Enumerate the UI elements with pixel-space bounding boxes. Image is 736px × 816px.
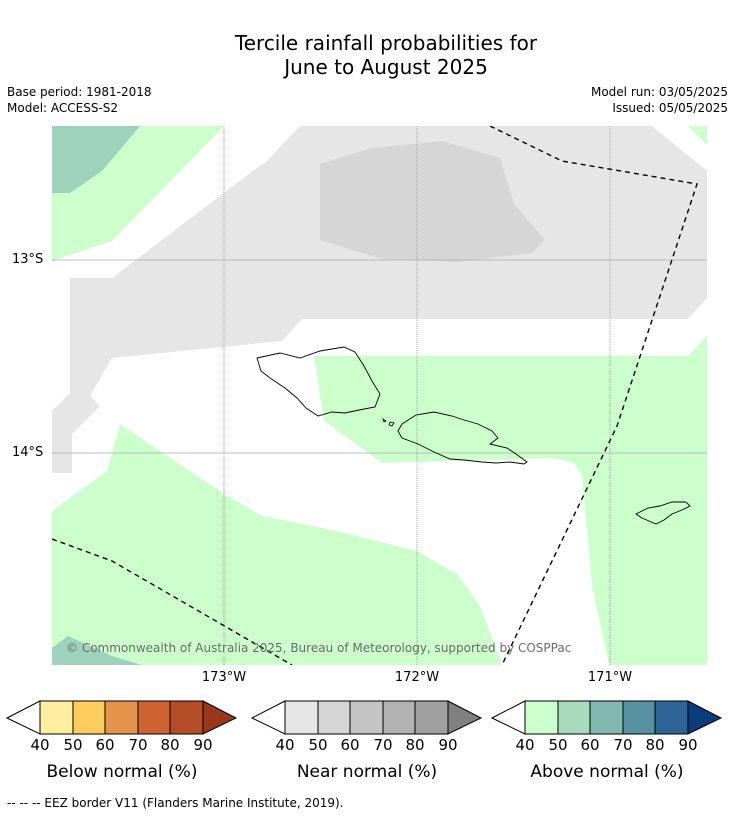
colorbar-below-label: Below normal (%) — [46, 762, 198, 782]
meta-left: Base period: 1981-2018 Model: ACCESS-S2 — [7, 84, 152, 116]
upolu-island — [397, 411, 528, 465]
cbar-below-bin-1 — [39, 700, 74, 735]
cbar-near-bin-5 — [414, 700, 449, 735]
above-normal-60-region-southwest — [52, 636, 142, 665]
cbar-above-bin-0 — [490, 700, 526, 735]
apolima-island — [388, 421, 395, 427]
above-normal-region-east — [314, 336, 707, 665]
above-normal-region-southwest — [52, 424, 502, 665]
cbar-below-bin-4 — [137, 700, 171, 735]
chart-title: Tercile rainfall probabilities for June … — [0, 31, 736, 79]
tick-label: 40 — [275, 736, 295, 754]
meta-right: Model run: 03/05/2025 Issued: 05/05/2025 — [591, 84, 728, 116]
cbar-above-bin-1 — [524, 700, 559, 735]
lat-label-13s: 13°S — [12, 252, 44, 267]
model-run: Model run: 03/05/2025 — [590, 85, 728, 99]
tick-label: 90 — [438, 736, 458, 754]
tick-label: 50 — [63, 736, 83, 754]
tick-label: 90 — [193, 736, 213, 754]
tick-label: 40 — [515, 736, 535, 754]
cbar-near-bin-0 — [250, 700, 286, 735]
colorbar-above-normal-svg — [490, 700, 723, 735]
tick-label: 80 — [160, 736, 180, 754]
tick-label: 40 — [30, 736, 50, 754]
cbar-above-bin-3 — [589, 700, 624, 735]
tick-label: 50 — [308, 736, 328, 754]
tick-label: 70 — [613, 736, 633, 754]
cbar-below-bin-6 — [202, 700, 238, 735]
eez-border-southwest — [52, 538, 293, 665]
base-period: Base period: 1981-2018 — [7, 85, 152, 99]
lat-label-14s: 14°S — [12, 445, 44, 460]
tick-label: 60 — [95, 736, 115, 754]
colorbar-near-label: Near normal (%) — [296, 762, 438, 782]
cbar-above-bin-5 — [654, 700, 689, 735]
cbar-below-bin-2 — [72, 700, 106, 735]
colorbar-below-normal: 40 50 60 70 80 90 Below normal (%) — [5, 700, 238, 782]
cbar-near-bin-6 — [447, 700, 483, 735]
copyright-text: © Commonwealth of Australia 2025, Bureau… — [66, 641, 572, 655]
eez-legend-note: -- -- -- EEZ border V11 (Flanders Marine… — [7, 796, 344, 810]
colorbar-above-label: Above normal (%) — [530, 762, 684, 782]
cbar-near-bin-2 — [317, 700, 351, 735]
cbar-near-bin-3 — [349, 700, 384, 735]
lon-label-173w: 173°W — [201, 670, 247, 685]
tick-label: 60 — [340, 736, 360, 754]
cbar-above-bin-4 — [622, 700, 656, 735]
lon-label-171w: 171°W — [587, 670, 633, 685]
tick-label: 50 — [548, 736, 568, 754]
near-normal-50-region — [320, 141, 545, 262]
model-name: Model: ACCESS-S2 — [7, 101, 119, 115]
tick-label: 60 — [580, 736, 600, 754]
issued-date: Issued: 05/05/2025 — [612, 101, 728, 115]
manono-island — [382, 418, 387, 423]
tick-label: 80 — [645, 736, 665, 754]
savaii-island — [256, 346, 381, 417]
colorbar-near-normal: 40 50 60 70 80 90 Near normal (%) — [250, 700, 483, 782]
tick-label: 70 — [373, 736, 393, 754]
map-panel — [52, 126, 707, 665]
tick-label: 70 — [128, 736, 148, 754]
above-normal-60-region-northwest — [52, 126, 140, 193]
near-normal-40-region — [52, 126, 707, 473]
tick-label: 90 — [678, 736, 698, 754]
cbar-above-bin-2 — [557, 700, 591, 735]
colorbar-near-normal-svg — [250, 700, 483, 735]
title-line-1: Tercile rainfall probabilities for — [234, 31, 538, 55]
lon-label-172w: 172°W — [394, 670, 440, 685]
cbar-near-bin-1 — [284, 700, 319, 735]
cbar-above-bin-6 — [687, 700, 723, 735]
tutuila-island — [635, 501, 691, 525]
above-normal-region-northeast — [688, 126, 707, 145]
cbar-near-bin-4 — [382, 700, 416, 735]
colorbar-below-normal-svg — [5, 700, 238, 735]
tick-label: 80 — [405, 736, 425, 754]
cbar-below-bin-5 — [169, 700, 204, 735]
cbar-below-bin-3 — [104, 700, 139, 735]
eez-border-east — [489, 126, 698, 665]
cbar-below-bin-0 — [5, 700, 41, 735]
colorbar-above-normal: 40 50 60 70 80 90 Above normal (%) — [490, 700, 723, 782]
title-line-2: June to August 2025 — [284, 55, 488, 79]
map-svg — [52, 126, 707, 665]
